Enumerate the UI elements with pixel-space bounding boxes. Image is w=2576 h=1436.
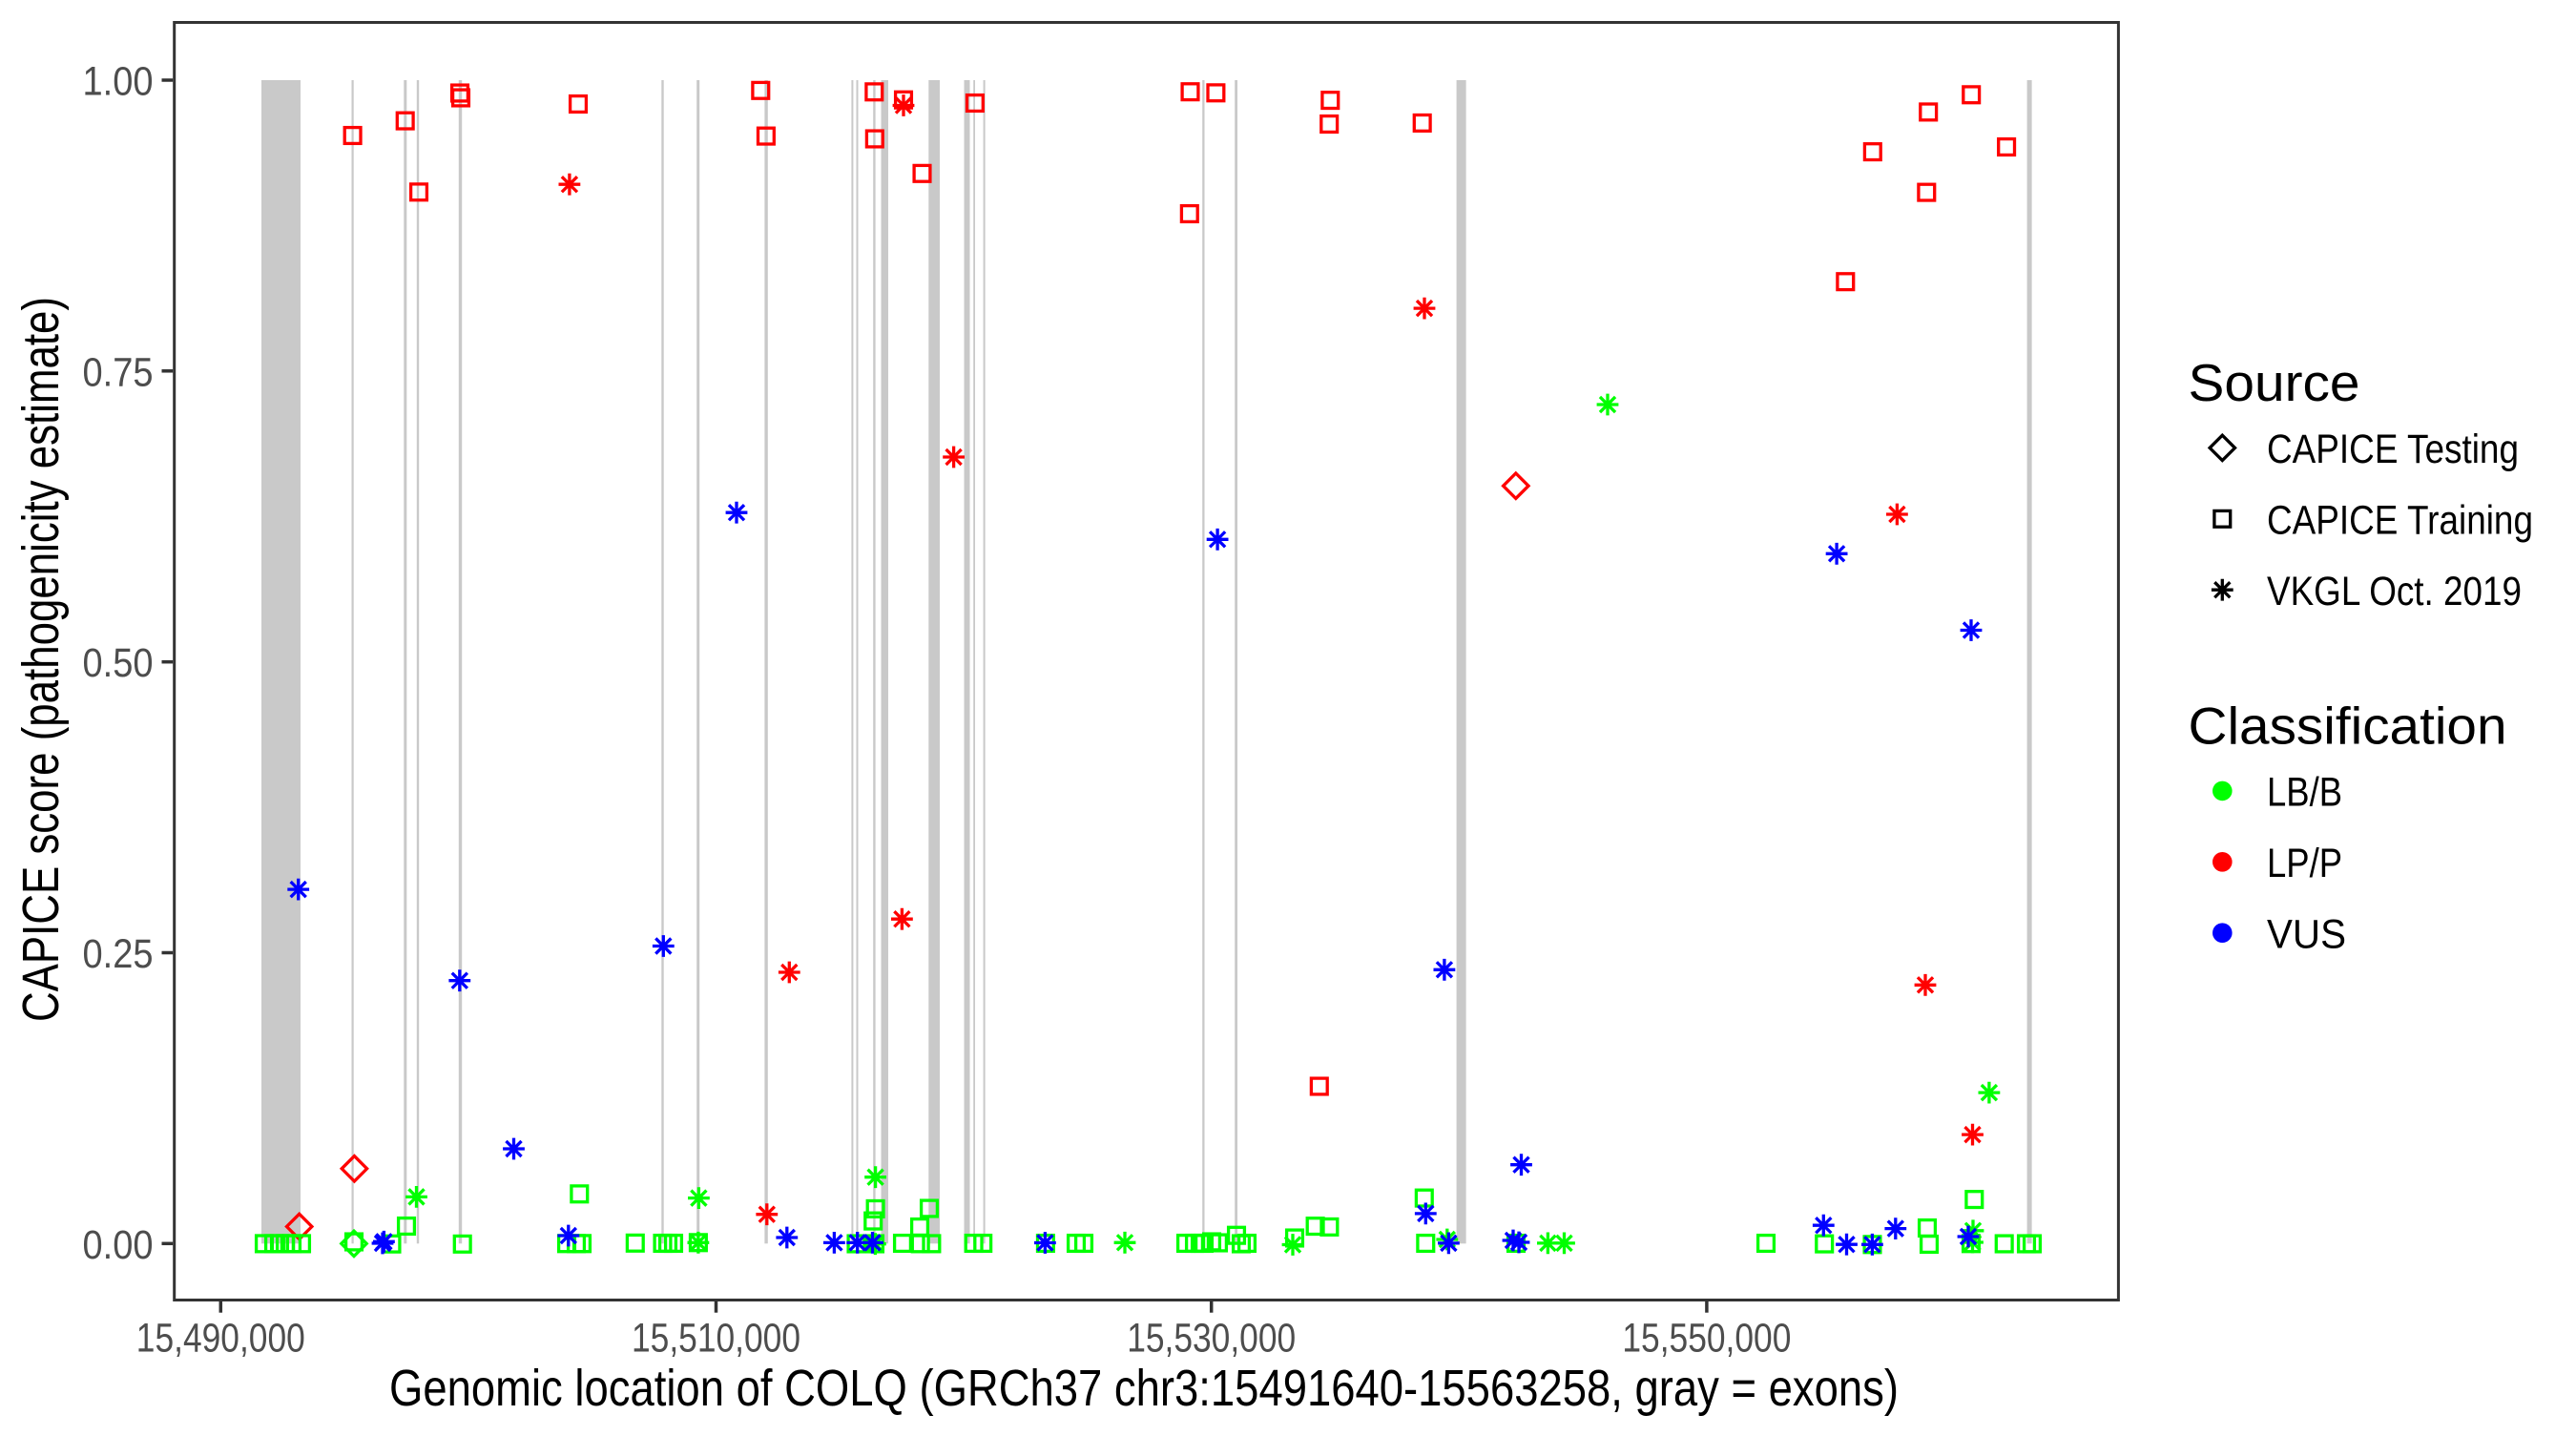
svg-text:0.75: 0.75 [83, 349, 154, 395]
svg-text:15,550,000: 15,550,000 [1622, 1315, 1791, 1361]
svg-text:CAPICE Testing: CAPICE Testing [2267, 427, 2519, 472]
svg-text:LB/B: LB/B [2267, 770, 2342, 816]
svg-text:1.00: 1.00 [83, 59, 154, 105]
svg-text:CAPICE score (pathogenicity es: CAPICE score (pathogenicity estimate) [13, 297, 70, 1022]
svg-text:0.25: 0.25 [83, 931, 154, 977]
svg-text:15,510,000: 15,510,000 [632, 1315, 800, 1361]
svg-text:15,490,000: 15,490,000 [136, 1315, 305, 1361]
svg-text:CAPICE Training: CAPICE Training [2267, 497, 2533, 543]
svg-text:15,530,000: 15,530,000 [1127, 1315, 1296, 1361]
svg-text:Genomic location of COLQ (GRCh: Genomic location of COLQ (GRCh37 chr3:15… [389, 1361, 1899, 1417]
svg-text:0.50: 0.50 [83, 640, 154, 686]
svg-text:Classification: Classification [2189, 696, 2507, 755]
svg-text:VKGL Oct. 2019: VKGL Oct. 2019 [2267, 569, 2522, 614]
svg-text:VUS: VUS [2267, 912, 2346, 958]
svg-text:Source: Source [2189, 353, 2360, 412]
svg-text:0.00: 0.00 [83, 1222, 154, 1268]
svg-text:LP/P: LP/P [2267, 841, 2342, 886]
